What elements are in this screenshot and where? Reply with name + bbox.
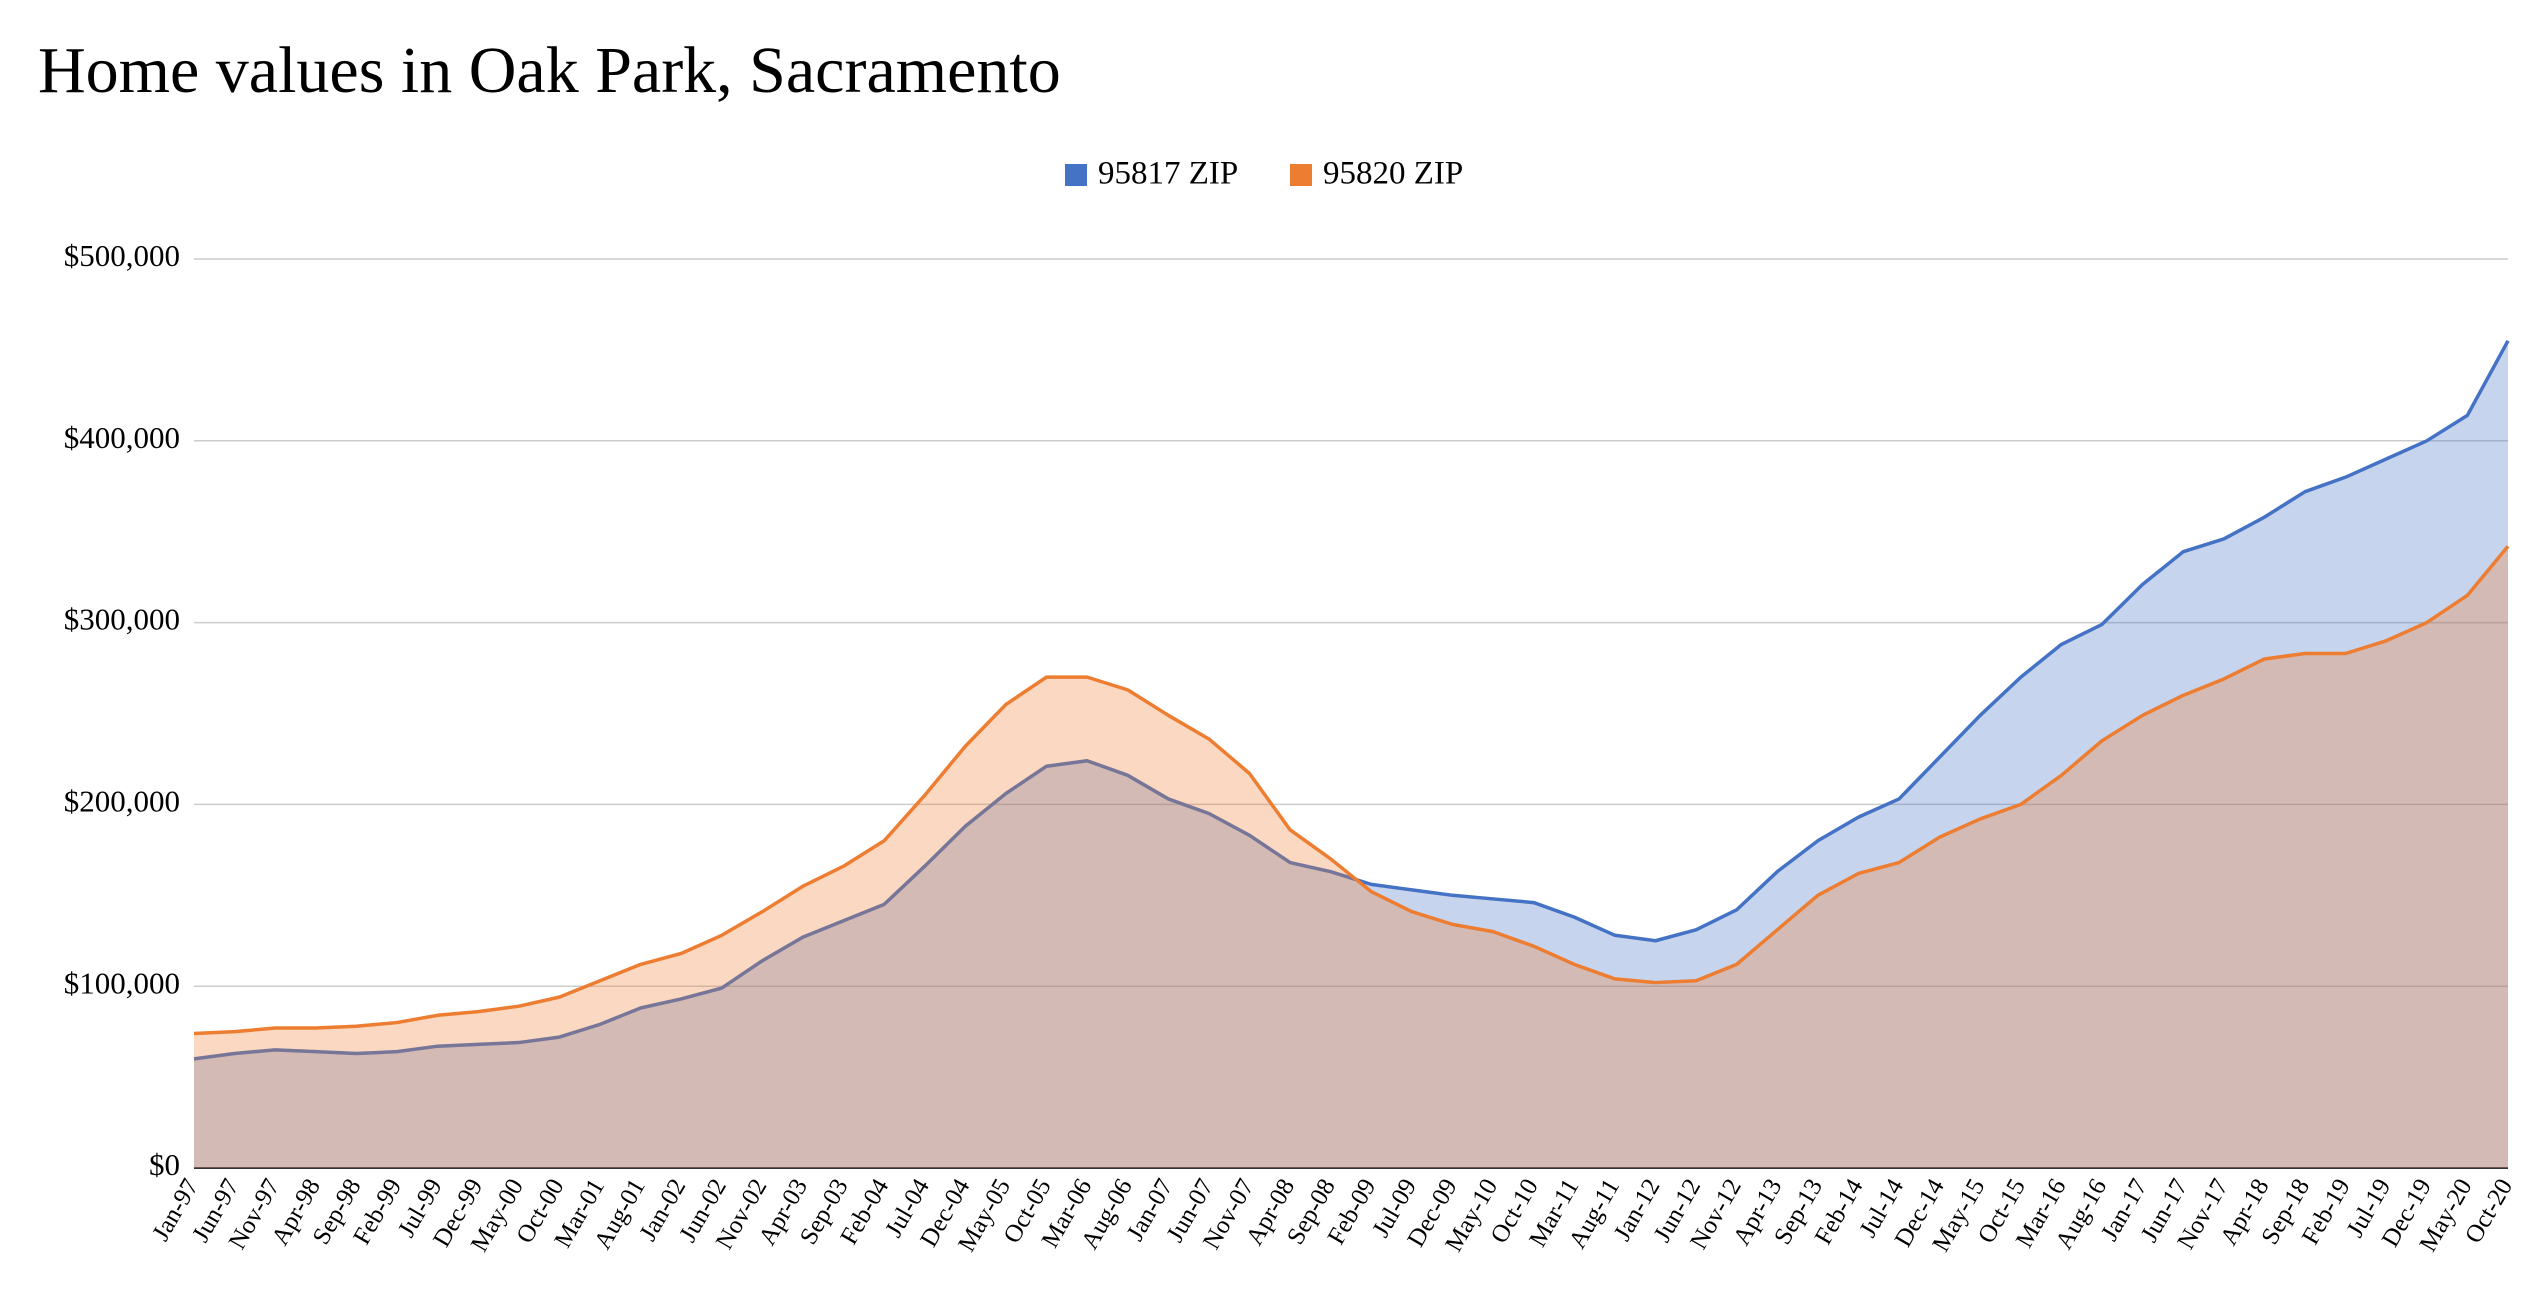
y-tick-label: $400,000 [64, 420, 180, 455]
y-tick-label: $100,000 [64, 965, 180, 1000]
line [193, 545, 2510, 1036]
y-tick-label: $200,000 [64, 784, 180, 819]
area [194, 546, 2508, 1168]
area [194, 340, 2508, 1168]
legend-label: 95817 ZIP [1098, 156, 1238, 192]
y-tick-label: $0 [149, 1147, 180, 1182]
chart-title: Home values in Oak Park, Sacramento [38, 34, 1061, 107]
legend-swatch [1290, 164, 1312, 186]
legend-swatch [1065, 164, 1087, 186]
legend-label: 95820 ZIP [1323, 156, 1463, 192]
y-tick-label: $300,000 [64, 602, 180, 637]
y-tick-label: $500,000 [64, 238, 180, 273]
line [193, 339, 2510, 1061]
